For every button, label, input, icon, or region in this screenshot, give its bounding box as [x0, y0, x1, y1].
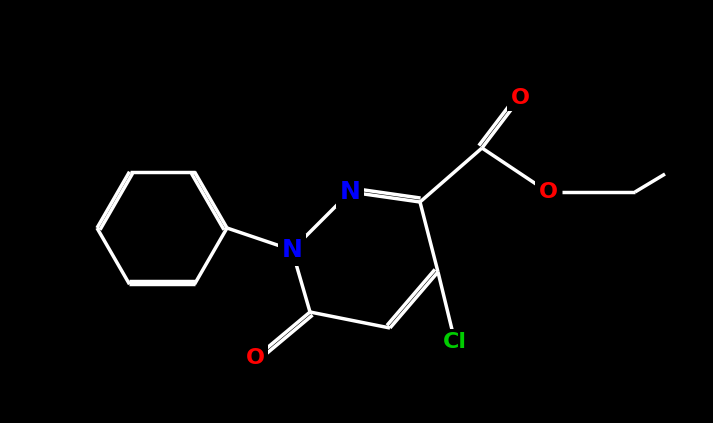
Text: Cl: Cl	[443, 332, 467, 352]
Text: O: O	[511, 88, 530, 108]
Text: O: O	[245, 348, 265, 368]
Text: N: N	[339, 180, 361, 204]
Text: N: N	[282, 238, 302, 262]
Text: O: O	[538, 182, 558, 202]
